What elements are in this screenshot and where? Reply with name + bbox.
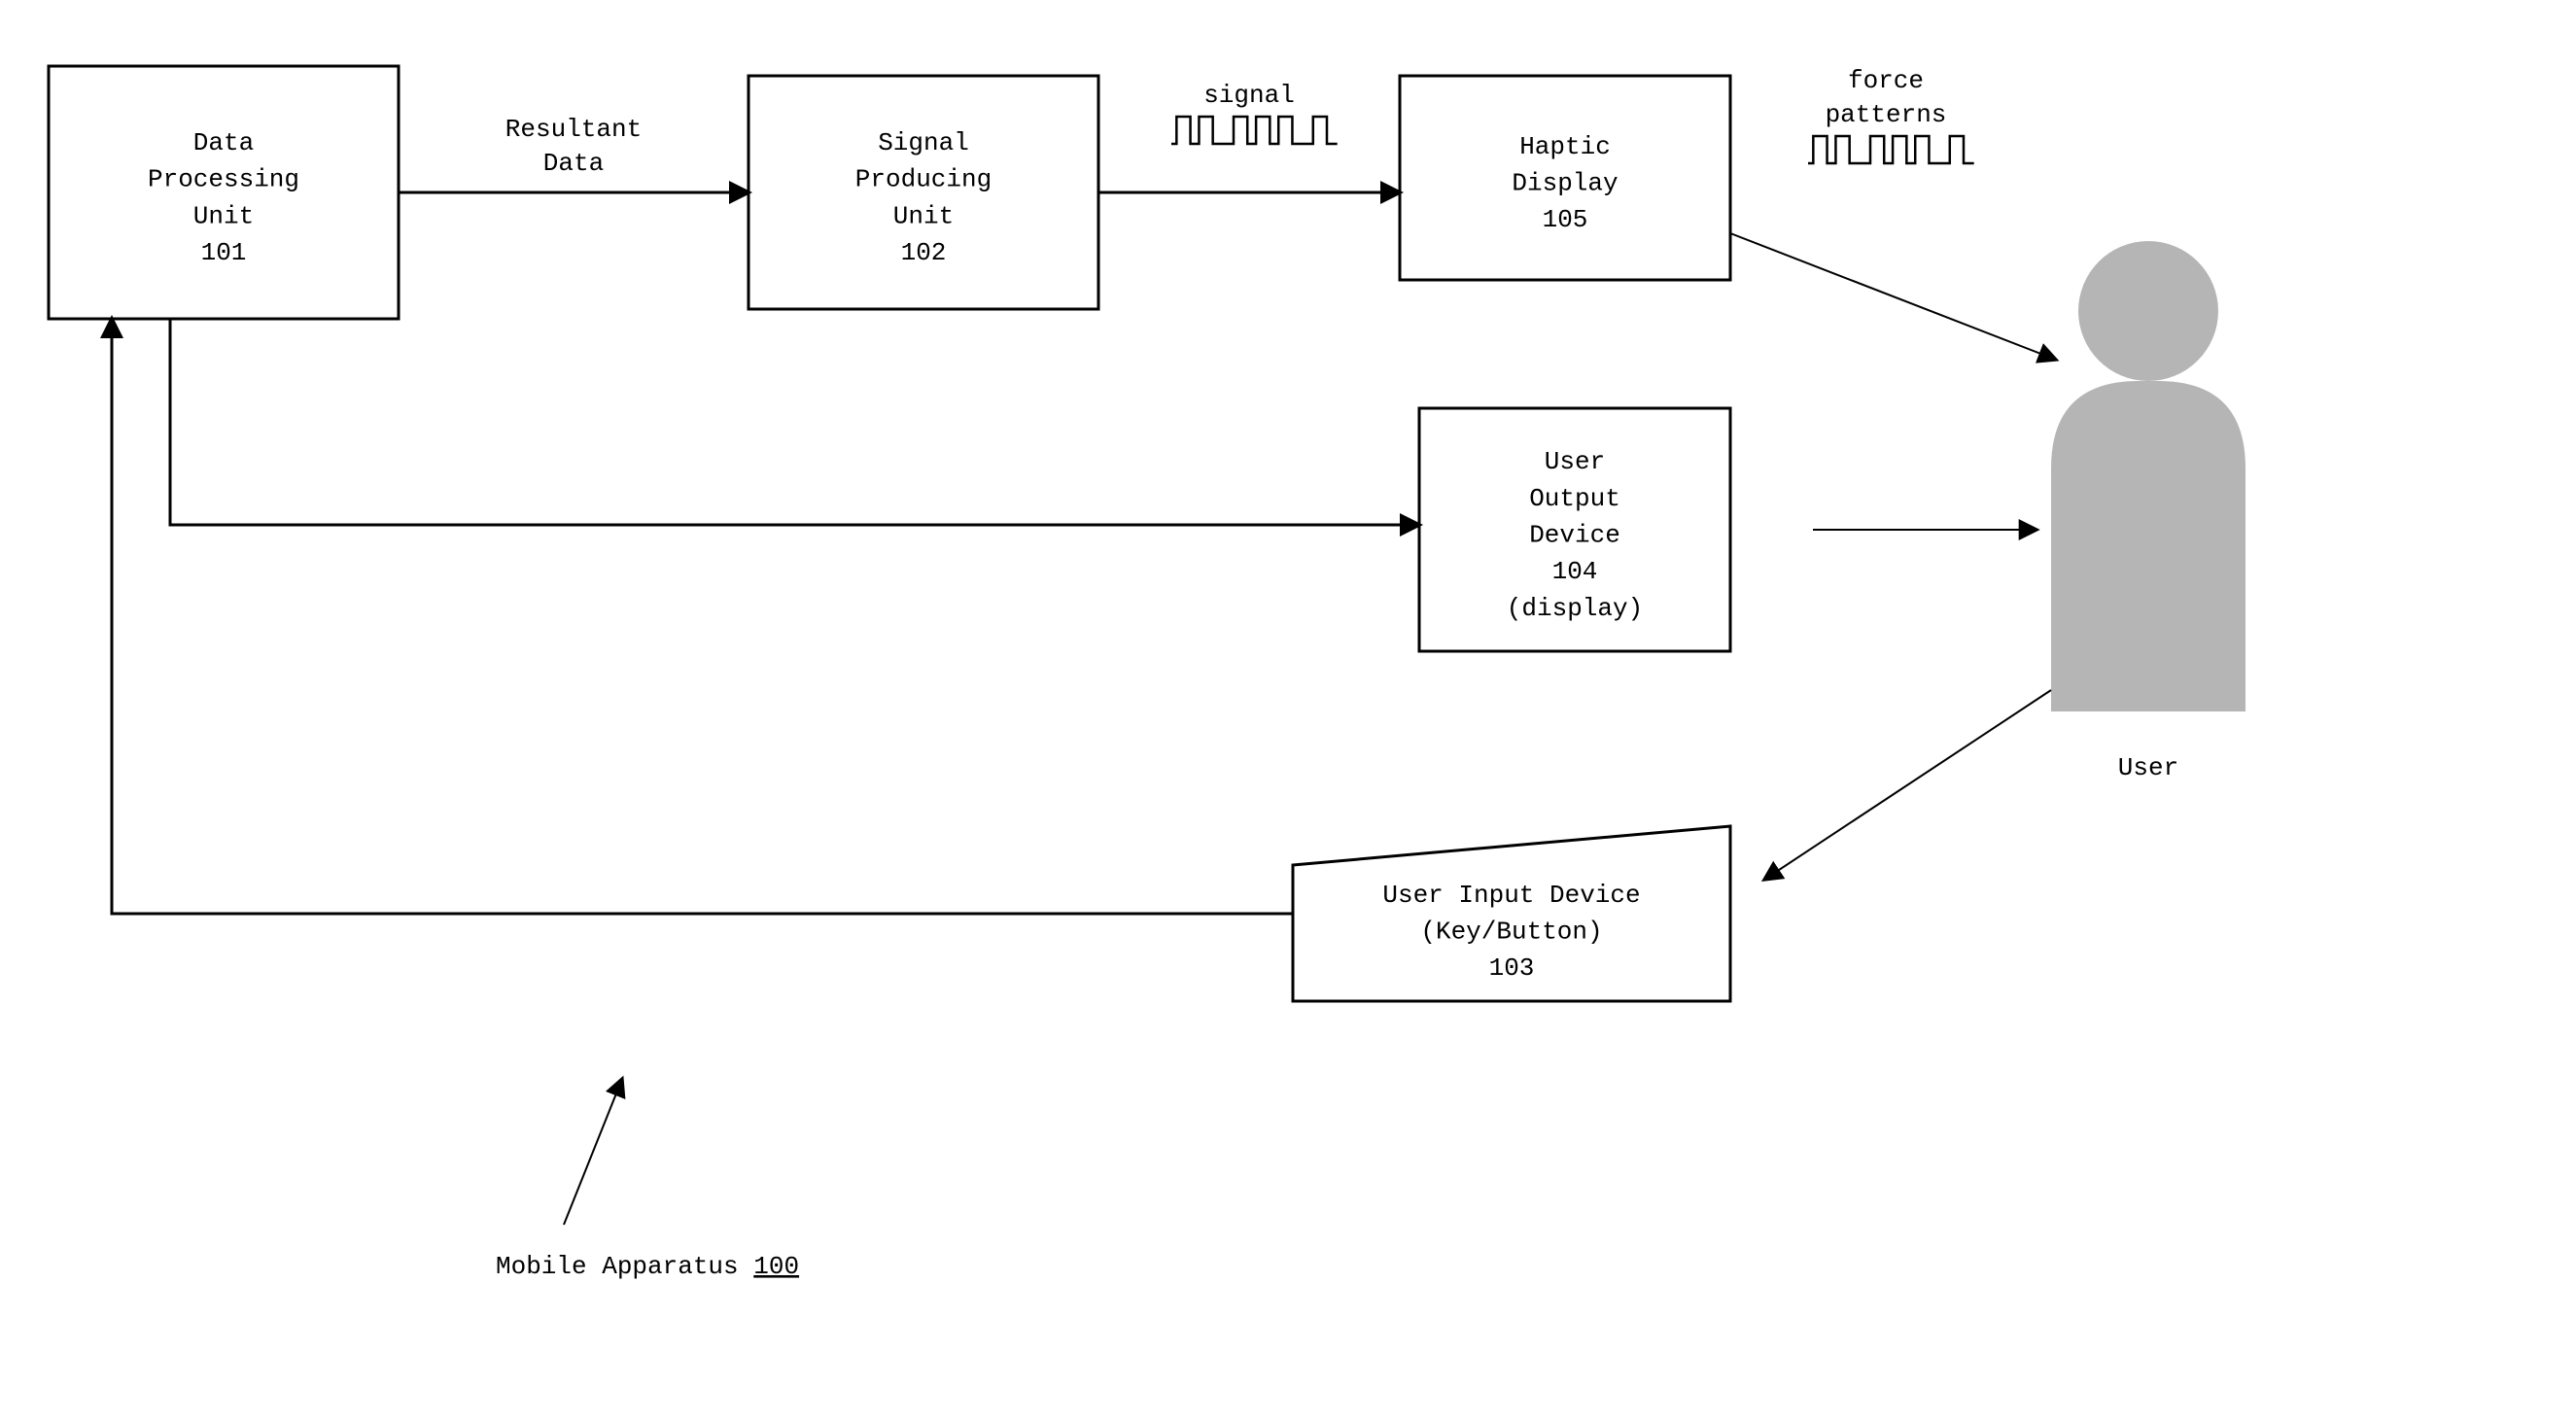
node-uin-line-0: User Input Device	[1382, 881, 1640, 910]
node-spu-line-0: Signal	[878, 128, 969, 157]
node-dpu-line-1: Processing	[148, 165, 299, 194]
edge-label-resultant-0: Resultant	[505, 115, 642, 144]
node-dpu-line-2: Unit	[193, 201, 254, 230]
node-haptic-line-1: Display	[1512, 169, 1618, 198]
node-uout-line-0: User	[1545, 447, 1605, 476]
user-label: User	[2118, 753, 2178, 782]
node-dpu-line-3: 101	[201, 238, 247, 267]
node-uin-line-1: (Key/Button)	[1420, 918, 1602, 947]
node-spu-line-3: 102	[901, 238, 947, 267]
diagram-canvas: Data Processing Unit 101 Signal Producing Unit…	[0, 0, 2576, 1421]
node-uout-line-2: Device	[1529, 521, 1620, 550]
node-haptic-line-0: Haptic	[1519, 132, 1611, 161]
node-dpu-line-0: Data	[193, 128, 254, 157]
edge-label-force-1: patterns	[1826, 100, 1947, 129]
node-spu-line-2: Unit	[893, 201, 954, 230]
node-uout-line-1: Output	[1529, 484, 1620, 513]
user-icon: User	[2051, 241, 2245, 782]
edge-label-force-0: force	[1848, 66, 1924, 95]
node-uin-line-2: 103	[1489, 953, 1535, 983]
node-haptic-line-2: 105	[1543, 205, 1588, 234]
edge-label-resultant-1: Data	[543, 149, 604, 178]
node-uout-line-4: (display)	[1507, 594, 1643, 623]
caption-text: Mobile Apparatus 100	[496, 1252, 799, 1281]
node-spu-line-1: Producing	[855, 165, 992, 194]
node-uout-line-3: 104	[1552, 557, 1598, 586]
edge-label-signal: signal	[1203, 81, 1295, 110]
